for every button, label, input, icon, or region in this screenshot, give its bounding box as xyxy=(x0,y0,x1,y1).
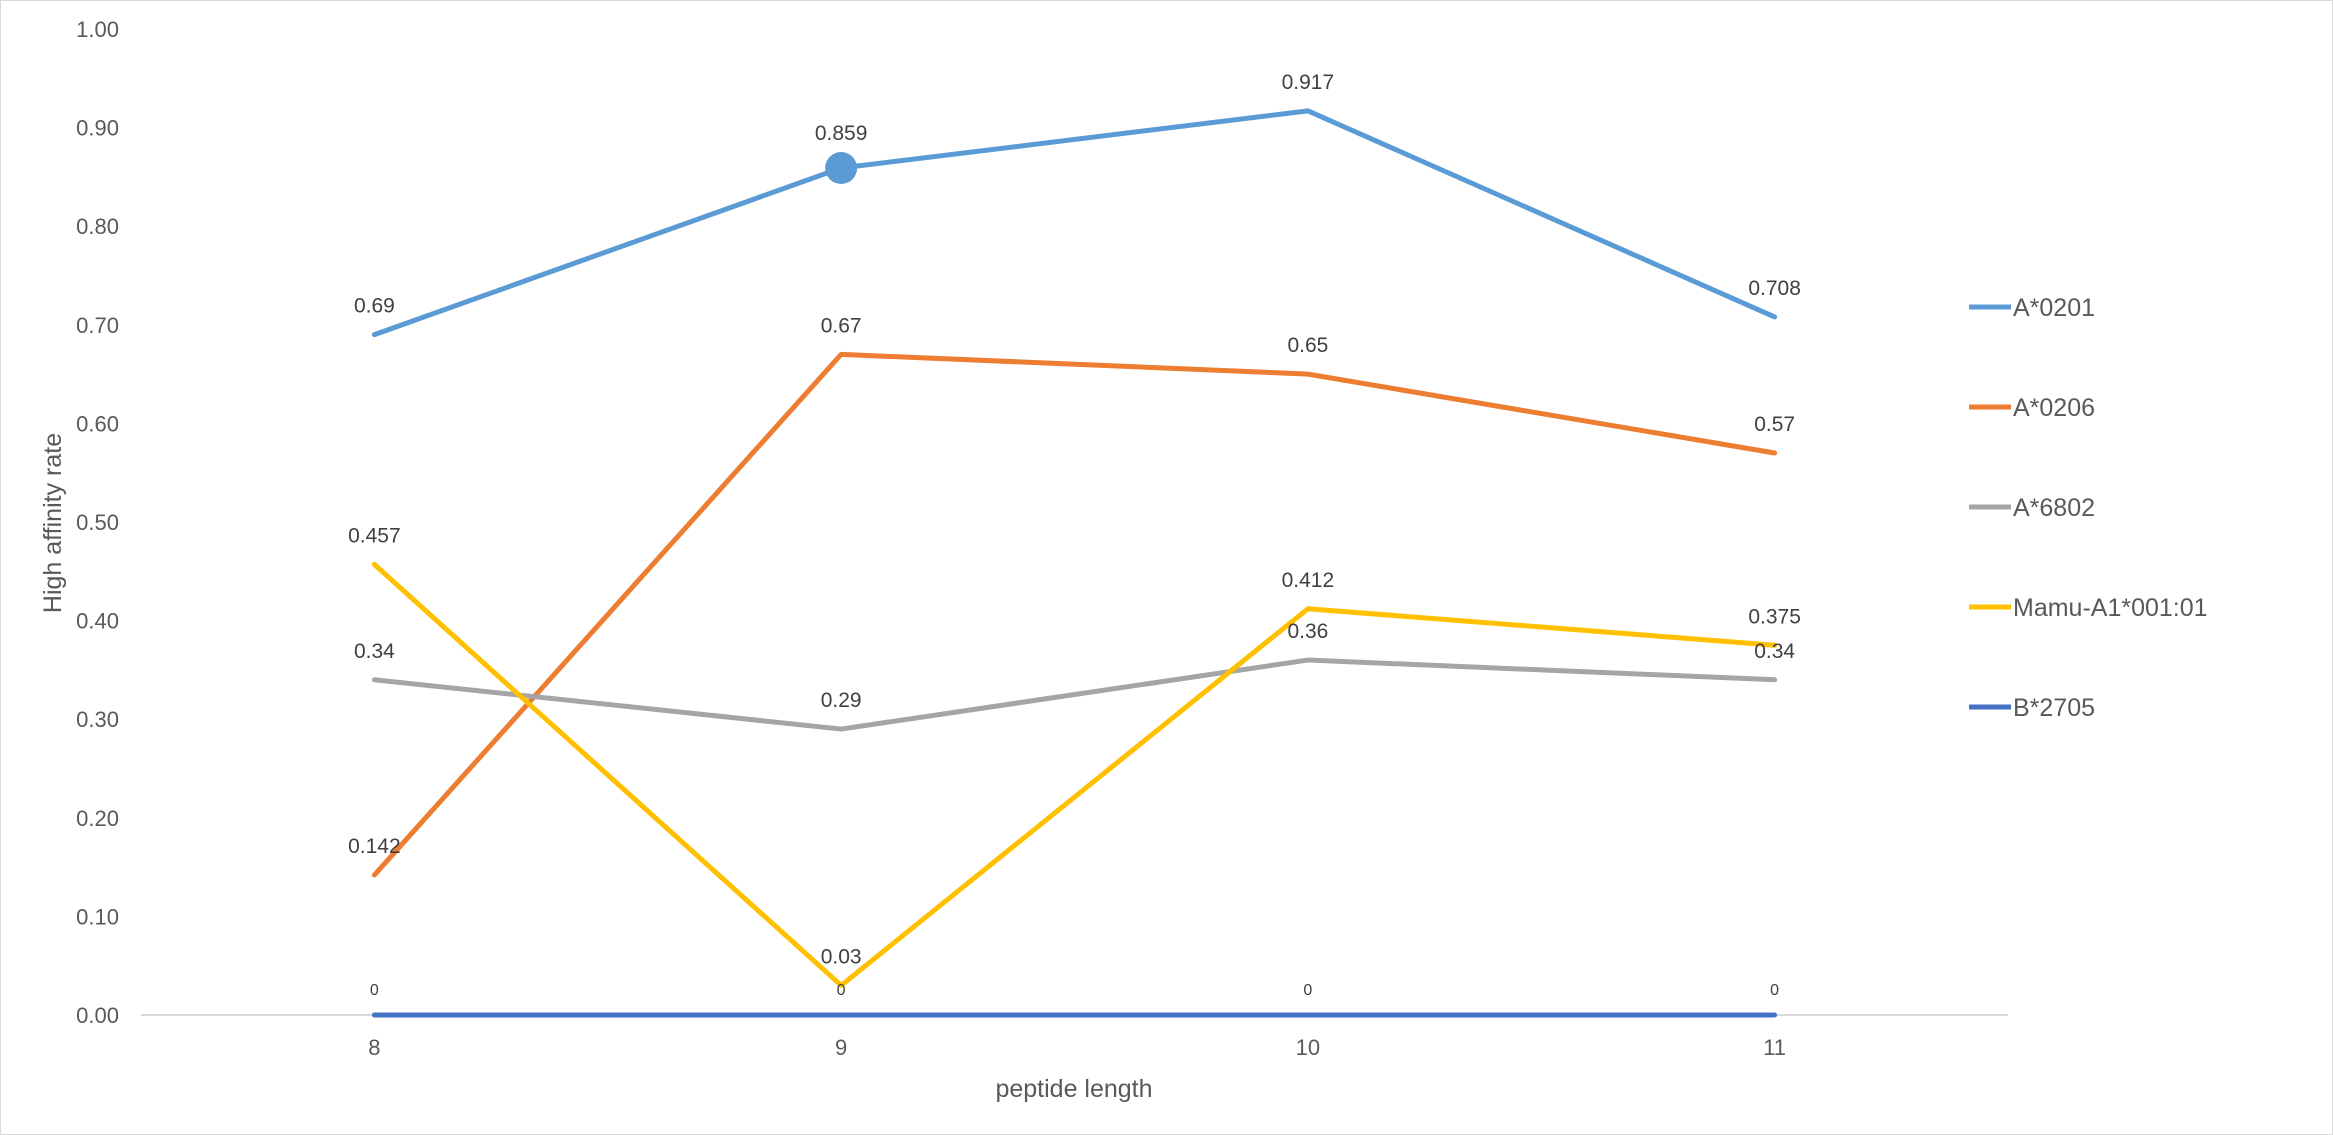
y-tick-label: 0.60 xyxy=(76,411,119,436)
data-label: 0.859 xyxy=(815,122,868,145)
series-line-mamu-a1-001-01 xyxy=(371,561,1778,988)
data-label: 0 xyxy=(1303,982,1312,999)
series-line-a-0206 xyxy=(371,351,1778,878)
series-marker xyxy=(825,152,858,185)
data-label: 0.34 xyxy=(354,640,395,663)
y-tick-label: 0.30 xyxy=(76,707,119,732)
data-label: 0.457 xyxy=(348,524,401,547)
y-tick-label: 0.10 xyxy=(76,904,119,929)
y-axis-title: High affinity rate xyxy=(39,433,67,613)
data-label: 0.57 xyxy=(1754,413,1795,436)
legend-label: Mamu-A1*001:01 xyxy=(2013,594,2208,622)
x-tick-label: 8 xyxy=(368,1035,380,1060)
series-markers xyxy=(825,152,858,185)
y-tick-label: 0.00 xyxy=(76,1003,119,1028)
y-tick-label: 0.90 xyxy=(76,116,119,141)
y-tick-label: 1.00 xyxy=(76,17,119,42)
data-label: 0 xyxy=(837,982,846,999)
x-tick-label: 9 xyxy=(835,1035,847,1060)
data-label: 0.29 xyxy=(821,689,862,712)
data-label: 0.34 xyxy=(1754,640,1795,663)
data-label: 0.65 xyxy=(1287,334,1328,357)
y-tick-label: 0.80 xyxy=(76,214,119,239)
data-label: 0.142 xyxy=(348,835,401,858)
y-tick-label: 0.70 xyxy=(76,313,119,338)
legend-label: B*2705 xyxy=(2013,694,2095,722)
data-labels: 0.69 0.859 0.917 0.708 0.142 0.67 0.65 0.57 0.34… xyxy=(348,71,1801,999)
legend: A*0201 A*0206 A*6802 Mamu-A1*001:01 B*2705 xyxy=(1969,294,2208,722)
data-label: 0.412 xyxy=(1282,569,1335,592)
x-axis-title: peptide length xyxy=(995,1075,1152,1103)
data-label: 0.708 xyxy=(1748,277,1801,300)
series-lines xyxy=(371,108,1778,1018)
data-label: 0.917 xyxy=(1282,71,1335,94)
data-label: 0.03 xyxy=(821,945,862,968)
data-label: 0.67 xyxy=(821,314,862,337)
x-tick-label: 11 xyxy=(1763,1035,1786,1060)
y-axis-ticks: 0.00 0.10 0.20 0.30 0.40 0.50 0.60 0.70 0.80 0.90… xyxy=(76,17,119,1028)
data-label: 0.69 xyxy=(354,295,395,318)
legend-label: A*0206 xyxy=(2013,394,2095,422)
y-tick-label: 0.50 xyxy=(76,510,119,535)
data-label: 0.36 xyxy=(1287,620,1328,643)
legend-label: A*0201 xyxy=(2013,294,2095,322)
legend-label: A*6802 xyxy=(2013,494,2095,522)
data-label: 0.375 xyxy=(1748,605,1801,628)
series-line-a-6802 xyxy=(371,657,1778,732)
y-tick-label: 0.20 xyxy=(76,806,119,831)
y-tick-label: 0.40 xyxy=(76,609,119,634)
data-label: 0 xyxy=(1770,982,1779,999)
data-label: 0 xyxy=(370,982,379,999)
x-tick-label: 10 xyxy=(1296,1035,1320,1060)
series-line-a-0201 xyxy=(371,108,1778,338)
x-axis-ticks: 8 9 10 11 xyxy=(368,1035,1786,1060)
